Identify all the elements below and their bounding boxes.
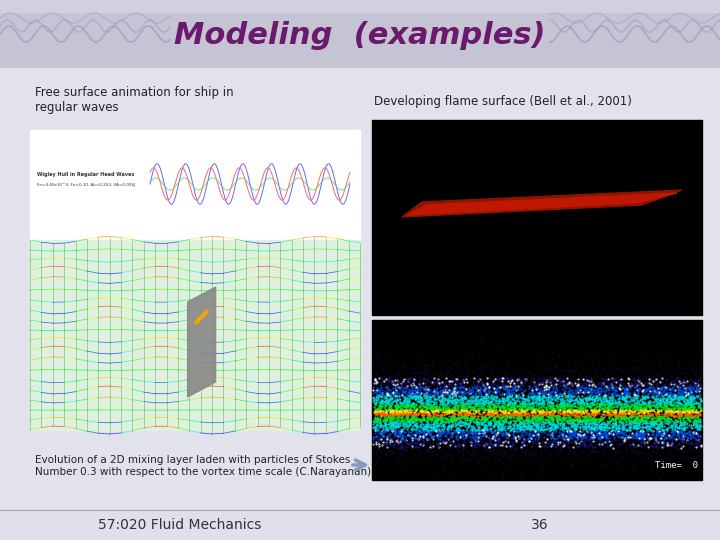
Text: Developing flame surface (Bell et al., 2001): Developing flame surface (Bell et al., 2… (374, 95, 632, 108)
Bar (145, 138, 355, 230)
Bar (0, 510, 720, 540)
Bar (34, 165, 139, 220)
Polygon shape (407, 193, 677, 215)
Polygon shape (188, 287, 215, 397)
Bar (372, 120, 702, 315)
Bar (0, 0, 720, 12)
Text: Wigley Hull in Regular Head Waves: Wigley Hull in Regular Head Waves (37, 172, 134, 177)
Text: Fn=4.45e10^4, Fn=0.10, Ak=0.253, l/A=0.006J: Fn=4.45e10^4, Fn=0.10, Ak=0.253, l/A=0.0… (37, 183, 135, 187)
Text: Evolution of a 2D mixing layer laden with particles of Stokes
Number 0.3 with re: Evolution of a 2D mixing layer laden wit… (35, 455, 371, 477)
FancyArrowPatch shape (353, 460, 365, 470)
Bar (372, 320, 702, 480)
Polygon shape (402, 190, 682, 217)
Text: Free surface animation for ship in
regular waves: Free surface animation for ship in regul… (35, 86, 233, 114)
Bar (30, 130, 360, 240)
Text: Modeling  (examples): Modeling (examples) (174, 22, 546, 51)
Text: 36: 36 (531, 518, 549, 532)
Bar (0, 0, 720, 68)
Text: 57:020 Fluid Mechanics: 57:020 Fluid Mechanics (99, 518, 261, 532)
Bar (0, 68, 720, 540)
Text: Time=  0: Time= 0 (655, 461, 698, 470)
Bar (30, 130, 360, 430)
Bar (30, 240, 360, 430)
